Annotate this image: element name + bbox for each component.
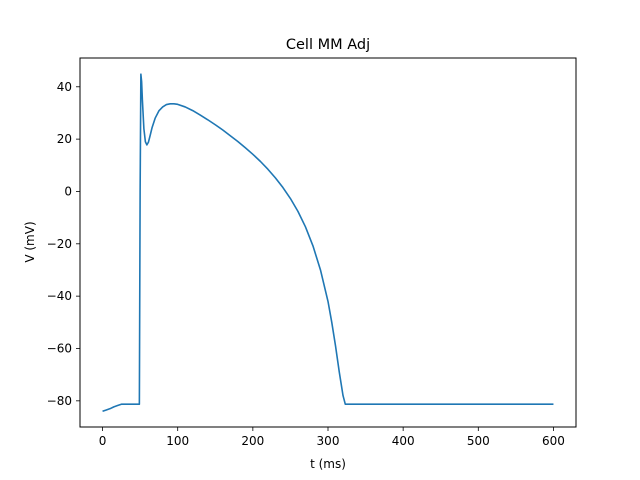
- chart-title: Cell MM Adj: [286, 37, 370, 53]
- x-axis: 0 100 200 300 400 500 600: [99, 427, 565, 448]
- x-tick-label: 100: [166, 434, 189, 448]
- y-tick-label: −60: [47, 341, 72, 355]
- y-tick-label: −80: [47, 394, 72, 408]
- x-tick-label: 0: [99, 434, 107, 448]
- x-tick-label: 300: [317, 434, 340, 448]
- y-tick-label: 20: [57, 132, 72, 146]
- x-tick-label: 500: [467, 434, 490, 448]
- x-tick-label: 400: [392, 434, 415, 448]
- y-tick-label: −20: [47, 237, 72, 251]
- y-tick-label: −40: [47, 289, 72, 303]
- x-axis-label: t (ms): [310, 457, 346, 471]
- series-line: [102, 73, 554, 413]
- y-tick-label: 0: [64, 184, 72, 198]
- x-tick-label: 600: [542, 434, 565, 448]
- x-tick-label: 200: [241, 434, 264, 448]
- axes-frame: [79, 57, 577, 428]
- y-axis-label: V (mV): [23, 221, 37, 262]
- y-tick-label: 40: [57, 80, 72, 94]
- plot-area: [102, 73, 554, 413]
- y-axis: −80 −60 −40 −20 0 20 40: [47, 80, 80, 408]
